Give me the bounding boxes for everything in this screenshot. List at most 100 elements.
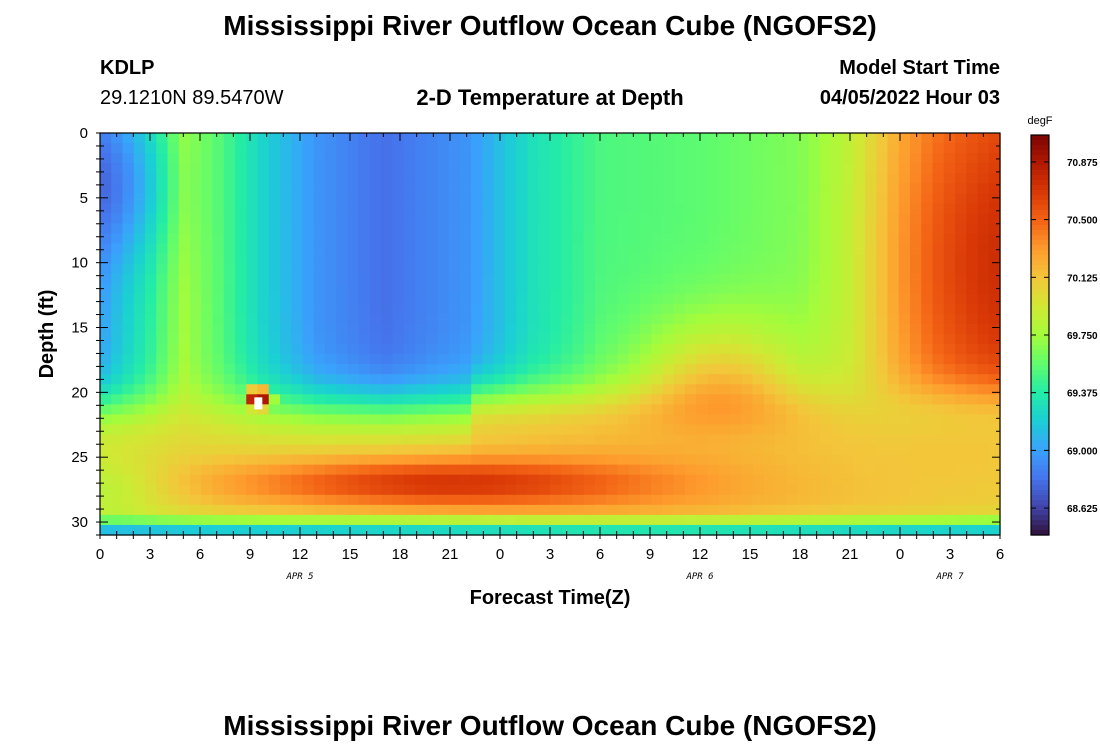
heatmap-cell	[280, 163, 292, 174]
heatmap-cell	[122, 183, 135, 194]
heatmap-cell	[820, 404, 832, 415]
heatmap-cell	[122, 374, 135, 385]
heatmap-cell	[527, 374, 540, 385]
heatmap-cell	[347, 273, 360, 285]
heatmap-cell	[201, 514, 214, 526]
heatmap-cell	[887, 203, 900, 214]
heatmap-cell	[437, 504, 450, 516]
heatmap-cell	[820, 484, 832, 496]
heatmap-cell	[482, 404, 495, 415]
heatmap-cell	[763, 263, 776, 275]
colorbar-segment	[1031, 375, 1049, 381]
heatmap-cell	[313, 243, 326, 255]
heatmap-cell	[448, 384, 461, 395]
heatmap-cell	[808, 223, 821, 235]
colorbar-segment	[1031, 390, 1049, 396]
heatmap-cell	[617, 243, 630, 255]
heatmap-cell	[898, 143, 911, 154]
heatmap-cell	[426, 384, 439, 395]
heatmap-cell	[831, 303, 844, 315]
heatmap-cell	[808, 273, 821, 285]
heatmap-cell	[302, 424, 315, 436]
heatmap-cell	[448, 303, 461, 315]
heatmap-cell	[392, 213, 405, 225]
heatmap-cell	[730, 313, 742, 325]
heatmap-cell	[212, 133, 225, 144]
heatmap-cell	[921, 504, 934, 516]
heatmap-cell	[313, 454, 326, 466]
heatmap-cell	[617, 283, 630, 295]
heatmap-cell	[403, 133, 416, 144]
heatmap-cell	[730, 404, 742, 415]
heatmap-cell	[133, 283, 146, 295]
heatmap-cell	[651, 404, 664, 415]
heatmap-cell	[550, 223, 562, 235]
heatmap-cell	[336, 444, 349, 456]
heatmap-cell	[797, 253, 810, 265]
heatmap-cell	[550, 504, 562, 516]
heatmap-cell	[718, 303, 731, 315]
heatmap-cell	[595, 183, 607, 194]
heatmap-cell	[313, 193, 326, 204]
heatmap-cell	[977, 173, 990, 184]
heatmap-cell	[212, 374, 225, 385]
heatmap-cell	[572, 524, 585, 536]
heatmap-cell	[707, 163, 720, 174]
heatmap-cell	[212, 263, 225, 275]
heatmap-cell	[707, 364, 720, 375]
colorbar-segment	[1031, 250, 1049, 256]
heatmap-cell	[358, 143, 371, 154]
heatmap-cell	[381, 514, 394, 526]
heatmap-cell	[595, 444, 607, 456]
heatmap-cell	[853, 494, 866, 506]
heatmap-cell	[190, 464, 202, 476]
heatmap-cell	[370, 524, 382, 536]
heatmap-cell	[302, 313, 315, 325]
heatmap-cell	[505, 384, 517, 395]
heatmap-cell	[921, 524, 934, 536]
heatmap-cell	[820, 524, 832, 536]
heatmap-cell	[268, 303, 281, 315]
heatmap-cell	[988, 434, 1001, 446]
heatmap-cell	[865, 253, 877, 265]
heatmap-cell	[201, 243, 214, 255]
heatmap-cell	[325, 283, 337, 295]
heatmap-cell	[797, 414, 810, 426]
heatmap-cell	[460, 384, 472, 395]
heatmap-cell	[291, 444, 304, 456]
heatmap-cell	[943, 344, 956, 355]
colorbar-segment	[1031, 150, 1049, 156]
heatmap-cell	[156, 153, 169, 164]
colorbar-segment	[1031, 205, 1049, 211]
heatmap-cell	[257, 484, 270, 496]
heatmap-cell	[808, 404, 821, 415]
heatmap-cell	[865, 454, 877, 466]
heatmap-cell	[842, 334, 855, 345]
heatmap-cell	[313, 213, 326, 225]
heatmap-cell	[820, 494, 832, 506]
heatmap-cell	[426, 334, 439, 345]
heatmap-cell	[190, 193, 202, 204]
heatmap-cell	[853, 323, 866, 335]
heatmap-cell	[640, 193, 652, 204]
heatmap-cell	[662, 434, 675, 446]
heatmap-cell	[651, 293, 664, 305]
colorbar-segment	[1031, 460, 1049, 466]
heatmap-cell	[955, 494, 967, 506]
heatmap-cell	[988, 313, 1001, 325]
heatmap-cell	[797, 243, 810, 255]
heatmap-cell	[572, 173, 585, 184]
heatmap-cell	[640, 213, 652, 225]
heatmap-cell	[561, 364, 574, 375]
heatmap-cell	[887, 143, 900, 154]
heatmap-cell	[415, 163, 427, 174]
heatmap-cell	[865, 243, 877, 255]
heatmap-cell	[763, 173, 776, 184]
heatmap-cell	[426, 143, 439, 154]
heatmap-cell	[550, 233, 562, 245]
heatmap-cell	[493, 283, 506, 295]
heatmap-cell	[775, 253, 787, 265]
heatmap-cell	[651, 424, 664, 436]
heatmap-cell	[988, 233, 1001, 245]
heatmap-cell	[145, 143, 157, 154]
